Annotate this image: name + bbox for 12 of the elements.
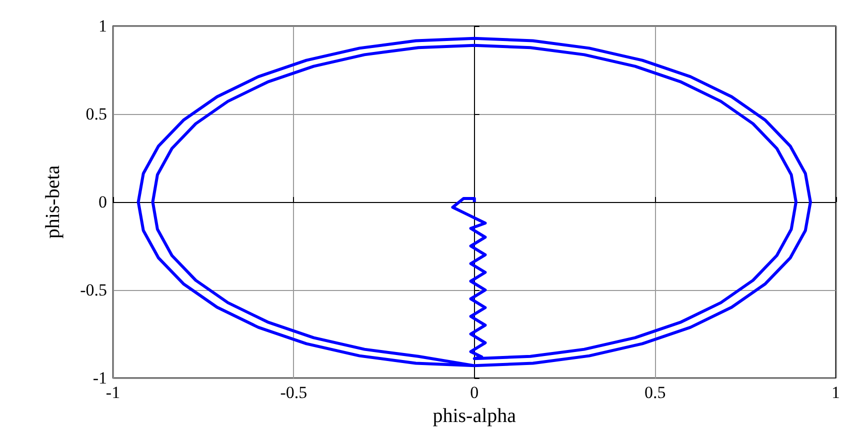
y-tick-label: -1	[92, 368, 107, 388]
x-tick-label: 0	[470, 383, 479, 402]
x-tick-label: 0.5	[644, 383, 666, 402]
x-tick-label: -0.5	[280, 383, 308, 402]
y-axis-title: phis-beta	[42, 165, 64, 239]
x-axis-title: phis-alpha	[432, 404, 516, 427]
y-tick-label: 1	[98, 16, 107, 36]
y-tick-label: -0.5	[80, 280, 107, 300]
line-series	[136, 36, 812, 368]
x-tick-label: 1	[832, 383, 840, 402]
y-tick-label: 0	[98, 192, 107, 212]
y-tick-label: 0.5	[86, 104, 107, 124]
